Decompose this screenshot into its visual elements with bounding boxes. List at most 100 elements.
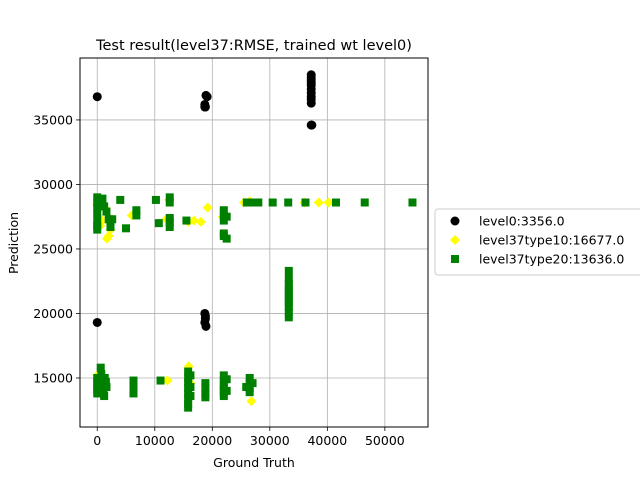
data-point [201,393,210,402]
data-point [188,215,199,226]
data-point [201,379,210,388]
data-point [284,266,293,275]
data-point [129,389,138,398]
data-point [301,198,310,207]
legend-marker [451,255,459,263]
x-tick-label: 40000 [307,433,347,448]
x-tick-label: 0 [93,433,101,448]
data-point [186,371,195,380]
legend-marker [450,216,460,226]
data-point [200,311,210,321]
data-point [122,224,131,233]
y-tick-label: 20000 [33,306,73,321]
data-point [165,217,174,226]
data-point [201,321,211,331]
data-point [245,388,254,397]
plot-area [80,58,428,427]
data-point [186,383,195,392]
data-point [100,202,109,211]
legend-entry-label: level37type10:16677.0 [479,233,624,248]
y-axis-ticks: 15000 20000 25000 30000 35000 [33,112,80,385]
data-point [202,92,212,102]
x-tick-label: 30000 [250,433,290,448]
data-point [102,207,111,216]
data-point [200,102,210,112]
data-point [165,223,174,232]
data-point [92,92,102,102]
data-point [331,198,340,207]
data-point [248,379,257,388]
data-point [284,198,293,207]
data-point [165,193,174,202]
x-tick-label: 20000 [192,433,232,448]
data-point [102,383,111,392]
plot-frame [79,57,429,428]
data-point [219,392,228,401]
data-point [195,216,206,227]
x-tick-label: 10000 [135,433,175,448]
data-point [132,211,141,220]
data-point [222,212,231,221]
data-point [246,396,257,407]
y-tick-label: 15000 [33,370,73,385]
data-point [284,308,293,317]
data-point [219,206,228,215]
data-point [408,198,417,207]
data-point [93,225,102,234]
data-point [313,197,324,208]
data-point [284,313,293,322]
data-points [92,70,417,412]
data-point [222,375,231,384]
x-axis-ticks: 0 10000 20000 30000 40000 50000 [93,427,405,448]
series-circle [92,70,317,331]
data-point [93,389,102,398]
data-point [132,206,141,215]
data-point [202,202,213,213]
data-point [248,198,257,207]
data-point [222,386,231,395]
data-point [108,215,117,224]
data-point [101,377,110,386]
data-point [254,198,263,207]
data-point [129,376,138,385]
data-point [184,403,193,412]
legend: level0:3356.0 level37type10:16677.0 level3… [434,208,640,276]
data-point [323,197,334,208]
data-point [100,392,109,401]
data-point [96,363,105,372]
data-point [201,384,210,393]
y-tick-label: 30000 [33,177,73,192]
legend-marker [450,235,460,245]
data-point [106,223,115,232]
data-point [222,234,231,243]
y-axis-label: Prediction [6,212,21,274]
legend-entry-label: level0:3356.0 [479,214,565,229]
y-tick-label: 35000 [33,112,73,127]
data-point [307,120,317,130]
legend-entry-label: level37type20:13636.0 [479,252,624,267]
data-point [162,375,173,386]
data-point [156,376,165,385]
legend-box [434,208,640,276]
data-point [116,195,125,204]
data-point [154,219,163,228]
x-axis-label: Ground Truth [213,455,295,470]
series-square [93,193,417,412]
data-point [151,195,160,204]
data-point [284,303,293,312]
data-point [268,198,277,207]
x-tick-label: 50000 [365,433,405,448]
data-point [165,198,174,207]
data-point [360,198,369,207]
chart-title: Test result(level37:RMSE, trained wt lev… [95,38,412,54]
data-point [306,98,316,108]
data-point [182,216,191,225]
data-point [93,210,102,219]
data-point [98,194,107,203]
grid-lines [80,58,428,427]
data-point [186,392,195,401]
data-point [284,274,293,283]
data-point [245,373,254,382]
data-point [92,317,102,327]
